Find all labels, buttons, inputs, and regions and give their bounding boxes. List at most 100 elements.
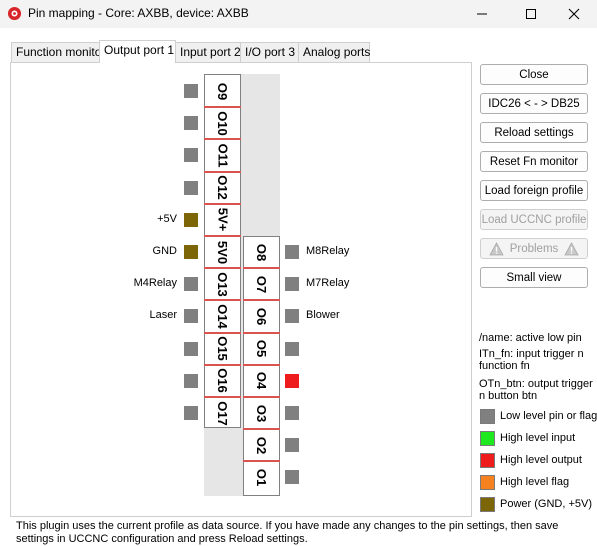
legend-note-output-trigger: OTn_btn: output trigger n button btn [479, 378, 593, 402]
pin-separator [204, 267, 241, 270]
pin-signal-label: GND [152, 245, 177, 257]
legend-label-power: Power (GND, +5V) [500, 498, 592, 510]
pin-separator [204, 331, 241, 334]
minimize-icon [477, 13, 487, 15]
pin-separator [204, 363, 241, 366]
legend-label-high-flag: High level flag [500, 476, 570, 488]
pin-name: 5V+ [215, 208, 230, 232]
pin-name: O7 [254, 275, 269, 293]
pin-label: O1 [243, 461, 280, 493]
pin-name: O10 [214, 110, 230, 136]
reload-settings-button[interactable]: Reload settings [480, 122, 588, 143]
pin-name: O6 [254, 307, 269, 326]
pin-name: O8 [254, 243, 269, 261]
pin-separator [204, 396, 241, 398]
pin-name: O9 [215, 82, 230, 100]
pin-state-indicator[interactable] [285, 373, 299, 388]
legend-label-low: Low level pin or flag [500, 410, 597, 422]
pin-separator [243, 460, 280, 463]
pin-separator [204, 170, 241, 173]
legend-note-input-trigger: ITn_fn: input trigger n function fn [479, 348, 584, 372]
tab-function-monitor[interactable]: Function monitor [11, 42, 105, 62]
load-foreign-profile-button[interactable]: Load foreign profile [480, 180, 588, 201]
pin-separator [243, 363, 280, 366]
pin-label: O15 [204, 333, 241, 365]
pin-name: O11 [214, 143, 230, 168]
idc26-db25-button[interactable]: IDC26 < - > DB25 [480, 93, 588, 114]
pin-state-indicator[interactable] [184, 148, 198, 163]
pin-separator [204, 202, 241, 205]
pin-signal-label: Laser [149, 309, 177, 322]
maximize-button[interactable] [508, 0, 554, 28]
pin-separator [204, 106, 241, 109]
pin-state-indicator[interactable] [184, 245, 198, 259]
pin-label: O3 [243, 397, 280, 429]
small-view-button[interactable]: Small view [480, 267, 588, 288]
legend-swatch-high-input [480, 431, 495, 446]
close-button[interactable]: Close [480, 64, 588, 85]
tab-analog-ports[interactable]: Analog ports [298, 42, 370, 62]
pin-name: O3 [254, 404, 269, 422]
pin-state-indicator[interactable] [285, 341, 299, 356]
pin-label: O4 [243, 365, 280, 397]
pin-state-indicator[interactable] [285, 309, 299, 324]
pin-label: O7 [243, 268, 280, 300]
pin-state-indicator[interactable] [285, 277, 299, 292]
tab-output-port-1[interactable]: Output port 1 [99, 40, 176, 63]
pin-name: O12 [214, 175, 230, 200]
pin-signal-label: +5V [157, 212, 177, 225]
uccnc-app-icon [7, 6, 22, 21]
pin-state-indicator[interactable] [285, 245, 299, 259]
legend-note-active-low: /name: active low pin [479, 332, 582, 344]
pin-state-indicator[interactable] [184, 309, 198, 324]
pin-name: O17 [214, 400, 230, 426]
pin-state-indicator[interactable] [184, 341, 198, 356]
legend-swatch-power [480, 497, 495, 512]
pin-label: O5 [243, 333, 280, 365]
pin-separator [204, 235, 241, 237]
pin-name: 5V0 [214, 240, 230, 264]
pin-state-indicator[interactable] [285, 438, 299, 453]
close-window-button[interactable] [551, 0, 597, 28]
window-title: Pin mapping - Core: AXBB, device: AXBB [28, 6, 249, 20]
tab-io-port-3[interactable]: I/O port 3 [240, 42, 299, 62]
pin-name: O14 [214, 304, 230, 329]
legend-label-high-input: High level input [500, 432, 576, 444]
pin-signal-label: Blower [306, 309, 340, 322]
reset-fn-monitor-button[interactable]: Reset Fn monitor [480, 151, 588, 172]
pin-name: O4 [254, 372, 269, 390]
pin-label: O6 [243, 300, 280, 332]
minimize-button[interactable] [459, 0, 505, 28]
close-icon [568, 8, 580, 20]
connector-right-column [243, 236, 280, 496]
pin-separator [243, 331, 280, 334]
pin-signal-label: M7Relay [306, 277, 350, 290]
pin-separator [243, 428, 280, 431]
pin-name: O13 [214, 271, 230, 297]
warning-icon [564, 241, 579, 255]
pin-signal-label: M4Relay [133, 277, 177, 290]
pin-state-indicator[interactable] [184, 116, 198, 131]
pin-label: O9 [204, 75, 241, 107]
pin-label: O16 [204, 365, 241, 397]
pin-state-indicator[interactable] [184, 180, 198, 195]
pin-label: O14 [204, 300, 241, 332]
pin-name: O15 [214, 336, 230, 361]
load-uccnc-profile-button[interactable]: Load UCCNC profile [480, 209, 588, 230]
pin-state-indicator[interactable] [285, 470, 299, 485]
pin-label: O12 [204, 172, 241, 204]
pin-state-indicator[interactable] [184, 277, 198, 292]
pin-state-indicator[interactable] [184, 212, 198, 227]
warning-icon [489, 241, 504, 255]
legend-label-high-output: High level output [500, 454, 582, 466]
pin-label: O11 [204, 139, 241, 171]
problems-button[interactable]: Problems [480, 238, 588, 259]
pin-separator [243, 299, 280, 302]
pin-state-indicator[interactable] [184, 84, 198, 98]
pin-signal-label: M8Relay [306, 245, 350, 257]
tab-input-port-2[interactable]: Input port 2 [175, 42, 241, 62]
pin-name: O2 [254, 436, 269, 454]
pin-state-indicator[interactable] [184, 373, 198, 388]
pin-state-indicator[interactable] [285, 406, 299, 420]
pin-state-indicator[interactable] [184, 406, 198, 420]
